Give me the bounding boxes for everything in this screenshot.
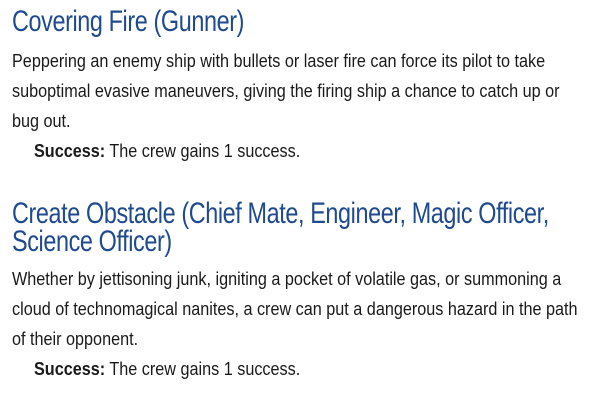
action-description: Whether by jettisoning junk, igniting a … <box>12 269 578 349</box>
success-label: Success: <box>34 141 106 161</box>
action-create-obstacle: Create Obstacle (Chief Mate, Engineer, M… <box>12 197 592 384</box>
action-description: Peppering an enemy ship with bullets or … <box>12 51 560 131</box>
success-line: Success: The crew gains 1 success. <box>34 136 592 166</box>
success-text: The crew gains 1 success. <box>105 141 301 161</box>
success-line: Success: The crew gains 1 success. <box>34 354 592 384</box>
action-title: Create Obstacle (Chief Mate, Engineer, M… <box>12 197 549 258</box>
success-label: Success: <box>34 359 106 379</box>
action-title: Covering Fire (Gunner) <box>12 5 245 38</box>
action-covering-fire: Covering Fire (Gunner) Peppering an enem… <box>12 5 592 166</box>
success-text: The crew gains 1 success. <box>105 359 301 379</box>
